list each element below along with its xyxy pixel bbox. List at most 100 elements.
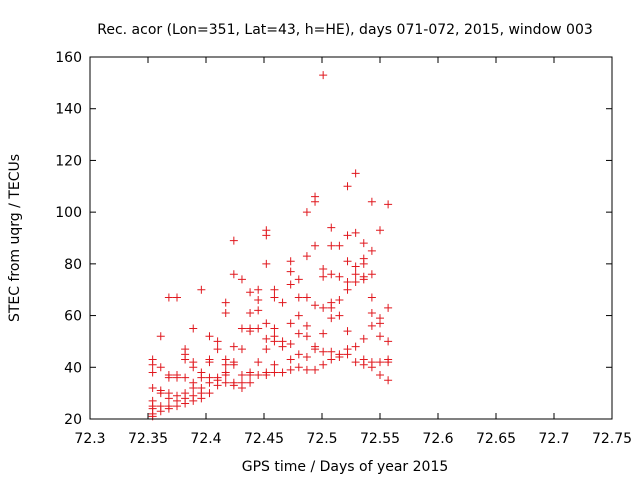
- x-tick-label: 72.75: [592, 431, 632, 447]
- data-point: [367, 293, 376, 302]
- x-tick-label: 72.5: [306, 431, 337, 447]
- data-point: [156, 332, 165, 341]
- data-point: [367, 246, 376, 255]
- data-point: [213, 345, 222, 354]
- data-point: [343, 257, 352, 266]
- data-point: [351, 342, 360, 351]
- data-point: [384, 200, 393, 209]
- data-point: [359, 259, 368, 268]
- data-point: [351, 262, 360, 271]
- data-point: [213, 337, 222, 346]
- data-point: [359, 334, 368, 343]
- data-point: [302, 321, 311, 330]
- data-point: [311, 301, 320, 310]
- data-point: [181, 399, 190, 408]
- data-point: [376, 358, 384, 367]
- data-point: [376, 332, 384, 341]
- data-point: [164, 293, 173, 302]
- data-point: [367, 363, 376, 372]
- data-point: [302, 252, 311, 261]
- data-point: [286, 355, 295, 364]
- x-tick-label: 72.6: [422, 431, 453, 447]
- data-point: [327, 241, 336, 250]
- data-point: [384, 337, 393, 346]
- x-tick-label: 72.3: [74, 431, 105, 447]
- data-point: [319, 347, 328, 356]
- data-point: [294, 311, 303, 320]
- data-point: [156, 363, 165, 372]
- data-point: [294, 350, 303, 359]
- data-point: [384, 376, 393, 385]
- chart-title: Rec. acor (Lon=351, Lat=43, h=HE), days …: [97, 22, 593, 38]
- data-point: [294, 363, 303, 372]
- data-point: [327, 347, 336, 356]
- y-tick-label: 20: [64, 412, 82, 428]
- data-point: [189, 383, 198, 392]
- data-point: [205, 358, 214, 367]
- data-point: [343, 231, 352, 240]
- data-point: [254, 371, 263, 380]
- data-point: [351, 169, 360, 178]
- data-point: [327, 314, 336, 323]
- data-point: [286, 319, 295, 328]
- data-point: [327, 303, 336, 312]
- data-point: [254, 296, 263, 305]
- data-point: [335, 241, 344, 250]
- x-axis-label: GPS time / Days of year 2015: [242, 459, 449, 475]
- data-point: [302, 332, 311, 341]
- y-tick-label: 80: [64, 257, 82, 273]
- data-point: [270, 293, 279, 302]
- data-point: [173, 293, 181, 302]
- data-point: [246, 378, 255, 387]
- data-point: [270, 360, 279, 369]
- data-point: [205, 378, 214, 387]
- data-point: [254, 306, 263, 315]
- data-point: [229, 270, 238, 279]
- data-point: [278, 368, 287, 377]
- data-point: [148, 360, 157, 369]
- data-point: [156, 407, 165, 416]
- data-point: [351, 228, 360, 237]
- data-point: [164, 373, 173, 382]
- data-point: [221, 360, 230, 369]
- data-point: [213, 381, 222, 390]
- data-point: [254, 358, 263, 367]
- data-point: [294, 293, 303, 302]
- data-point: [302, 352, 311, 361]
- data-point: [319, 272, 328, 281]
- data-point: [278, 298, 287, 307]
- data-point: [221, 378, 230, 387]
- data-point: [156, 389, 165, 398]
- data-point: [335, 311, 344, 320]
- data-point: [311, 241, 320, 250]
- data-point: [367, 321, 376, 330]
- data-point: [237, 345, 246, 354]
- data-point: [262, 231, 271, 240]
- y-tick-label: 140: [55, 102, 82, 118]
- data-point: [319, 329, 328, 338]
- data-point: [262, 334, 271, 343]
- data-point: [359, 275, 368, 284]
- data-point: [351, 358, 360, 367]
- y-tick-label: 60: [64, 309, 82, 325]
- data-point: [286, 257, 295, 266]
- data-point: [189, 363, 198, 372]
- data-point: [286, 365, 295, 374]
- data-point: [367, 197, 376, 206]
- data-point: [197, 373, 206, 382]
- data-point: [286, 267, 295, 276]
- data-point: [384, 358, 393, 367]
- y-tick-label: 120: [55, 153, 82, 169]
- data-point: [254, 324, 263, 333]
- data-point: [286, 340, 295, 349]
- data-point: [270, 285, 279, 294]
- y-tick-label: 40: [64, 360, 82, 376]
- data-point: [181, 373, 190, 382]
- data-point: [343, 285, 352, 294]
- data-point: [367, 308, 376, 317]
- data-point: [294, 329, 303, 338]
- data-point: [221, 308, 230, 317]
- data-point: [384, 303, 393, 312]
- data-point: [327, 355, 336, 364]
- y-axis-label: STEC from uqrg / TECUs: [7, 154, 23, 322]
